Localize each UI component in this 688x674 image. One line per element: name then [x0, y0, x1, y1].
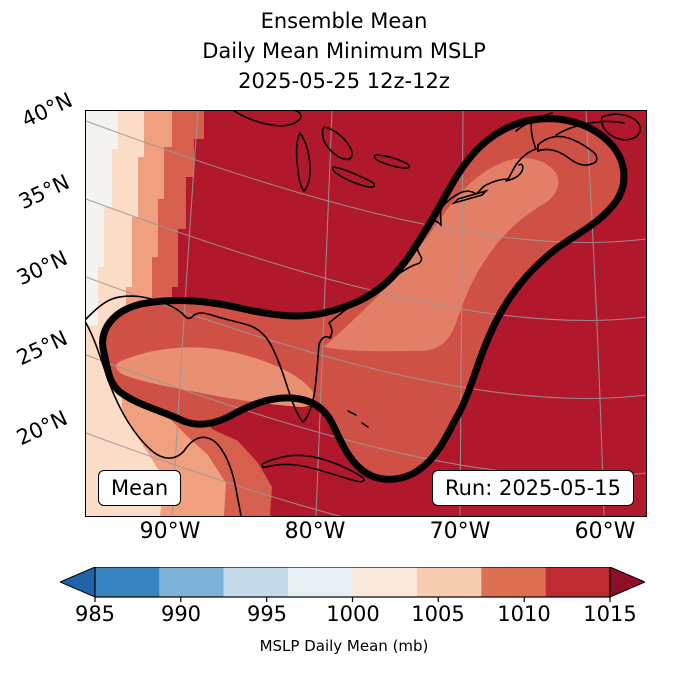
colorbar-segment-6	[416, 567, 482, 597]
coastlines	[86, 111, 641, 516]
colorbar-segment-4	[288, 567, 353, 597]
y-axis-tick-20n: 20°N	[12, 405, 72, 451]
meridian-60w	[585, 111, 605, 516]
lake-huron	[321, 126, 353, 161]
coast-cuba	[261, 454, 365, 483]
colorbar-under-arrow	[58, 566, 96, 598]
thick-contour-outline	[99, 115, 628, 483]
colorbar-tick-label-985: 985	[74, 602, 116, 626]
colorbar-tick-marks	[94, 597, 611, 602]
colorbar-segment-5	[352, 567, 417, 597]
colorbar-svg	[58, 566, 647, 602]
parallel-20n	[86, 432, 342, 516]
lake-superior	[233, 111, 302, 127]
lake-michigan	[295, 131, 311, 193]
statistic-label-box: Mean	[98, 470, 182, 506]
colorbar-tick-label-1000: 1000	[326, 602, 380, 626]
gulf-salmon-patch	[116, 347, 315, 407]
figure-title-line-3: 2025-05-25 12z-12z	[238, 69, 450, 93]
y-axis-tick-35n: 35°N	[14, 169, 74, 215]
run-date-label-box: Run: 2025-05-15	[431, 470, 634, 506]
colorbar-tick-label-1010: 1010	[497, 602, 551, 626]
figure-title-line-2: Daily Mean Minimum MSLP	[202, 39, 486, 63]
coast-nova-scotia	[537, 135, 598, 166]
y-axis-tick-25n: 25°N	[12, 325, 72, 371]
bahamas-islands	[347, 410, 369, 428]
meridian-90w	[171, 111, 199, 516]
figure-title-line-1: Ensemble Mean	[260, 9, 428, 33]
x-axis-tick-90w: 90°W	[139, 519, 201, 544]
parallel-30n	[86, 276, 646, 400]
lake-ontario	[373, 154, 410, 169]
colorbar-segment-3	[223, 567, 289, 597]
east-coast-salmon-patch	[324, 158, 559, 352]
coast-long-island	[451, 189, 489, 205]
field-band-white	[86, 111, 118, 325]
y-axis-tick-30n: 30°N	[12, 245, 72, 291]
parallel-40n	[86, 120, 646, 244]
colorbar-tick-label-995: 995	[246, 602, 288, 626]
x-axis-tick-70w: 70°W	[429, 519, 491, 544]
coast-cape-cod	[505, 163, 524, 182]
colorbar-segment-7	[481, 567, 546, 597]
colorbar-segment-1	[95, 567, 160, 597]
lake-erie	[331, 166, 376, 188]
colorbar-over-arrow	[609, 566, 647, 598]
colorbar-segment-8	[545, 567, 610, 597]
map-plot-area: Mean Run: 2025-05-15	[85, 110, 647, 517]
mslp-contour-map	[86, 111, 646, 516]
colorbar-axis-label: MSLP Daily Mean (mb)	[259, 637, 429, 655]
colorbar-tick-label-990: 990	[160, 602, 202, 626]
coast-newfoundland	[600, 113, 641, 141]
colorbar-segment-2	[159, 567, 224, 597]
colorbar	[58, 566, 647, 603]
colorbar-tick-label-1005: 1005	[411, 602, 465, 626]
coast-gulf-florida-eastcoast	[86, 148, 537, 424]
x-axis-tick-80w: 80°W	[284, 519, 346, 544]
colorbar-tick-label-1015: 1015	[583, 602, 637, 626]
x-axis-tick-60w: 60°W	[574, 519, 636, 544]
